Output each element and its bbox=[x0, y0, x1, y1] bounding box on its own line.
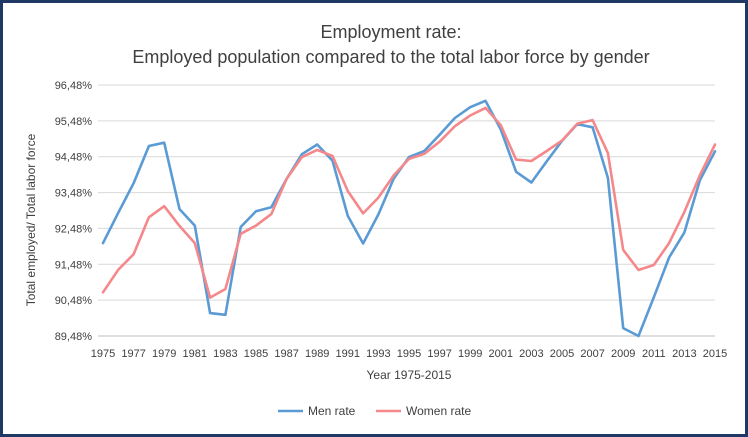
x-tick-label: 2009 bbox=[611, 348, 635, 360]
y-tick-label: 94,48% bbox=[55, 152, 93, 164]
x-tick-label: 1981 bbox=[183, 348, 207, 360]
gridlines bbox=[98, 84, 715, 337]
y-tick-label: 90,48% bbox=[55, 295, 93, 307]
y-tick-label: 96,48% bbox=[55, 80, 93, 92]
x-tick-label: 1999 bbox=[458, 348, 482, 360]
x-tick-label: 1977 bbox=[121, 348, 145, 360]
x-axis-tick-labels: 1975 1977 1979 1981 1983 1985 1987 1989 1991 1993… bbox=[91, 348, 727, 360]
x-tick-label: 1985 bbox=[244, 348, 268, 360]
x-tick-label: 1995 bbox=[397, 348, 421, 360]
y-tick-label: 89,48% bbox=[55, 331, 93, 343]
x-tick-label: 2015 bbox=[703, 348, 727, 360]
chart-title-line-1: Employment rate: bbox=[320, 22, 461, 42]
legend-label: Men rate bbox=[308, 404, 356, 418]
chart-title-line-2: Employed population compared to the tota… bbox=[132, 47, 649, 67]
legend-label: Women rate bbox=[406, 404, 471, 418]
y-tick-label: 93,48% bbox=[55, 188, 93, 200]
x-tick-label: 1979 bbox=[152, 348, 176, 360]
x-tick-label: 1987 bbox=[274, 348, 298, 360]
x-tick-label: 2007 bbox=[580, 348, 604, 360]
legend: Men rate Women rate bbox=[278, 404, 471, 418]
series-line bbox=[101, 106, 717, 299]
x-tick-label: 1983 bbox=[213, 348, 237, 360]
y-tick-label: 95,48% bbox=[55, 116, 93, 128]
y-tick-label: 91,48% bbox=[55, 259, 93, 271]
y-tick-label: 92,48% bbox=[55, 223, 93, 235]
y-axis-tick-labels: 89,48% 90,48% 91,48% 92,48% 93,48% 94,48% 95,4… bbox=[55, 80, 93, 343]
x-tick-label: 1991 bbox=[336, 348, 360, 360]
x-tick-label: 2013 bbox=[672, 348, 696, 360]
x-tick-label: 1989 bbox=[305, 348, 329, 360]
x-tick-label: 1997 bbox=[427, 348, 451, 360]
x-tick-label: 1975 bbox=[91, 348, 115, 360]
series-line bbox=[101, 99, 717, 338]
x-tick-label: 2005 bbox=[550, 348, 574, 360]
x-tick-label: 2001 bbox=[489, 348, 513, 360]
series-lines bbox=[101, 99, 717, 338]
x-tick-label: 1993 bbox=[366, 348, 390, 360]
x-tick-label: 2003 bbox=[519, 348, 543, 360]
x-axis-title: Year 1975-2015 bbox=[367, 368, 452, 382]
x-tick-label: 2011 bbox=[642, 348, 666, 360]
y-axis-title: Total employed/ Total labor force bbox=[24, 133, 38, 306]
